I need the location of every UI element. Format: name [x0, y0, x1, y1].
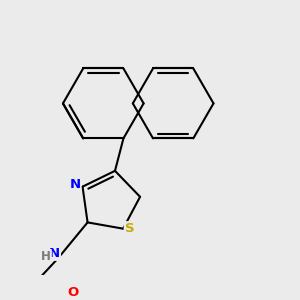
Text: O: O [67, 286, 78, 299]
Text: N: N [69, 178, 80, 191]
Text: H: H [41, 250, 51, 263]
Text: N: N [49, 247, 60, 260]
Text: S: S [125, 222, 134, 235]
